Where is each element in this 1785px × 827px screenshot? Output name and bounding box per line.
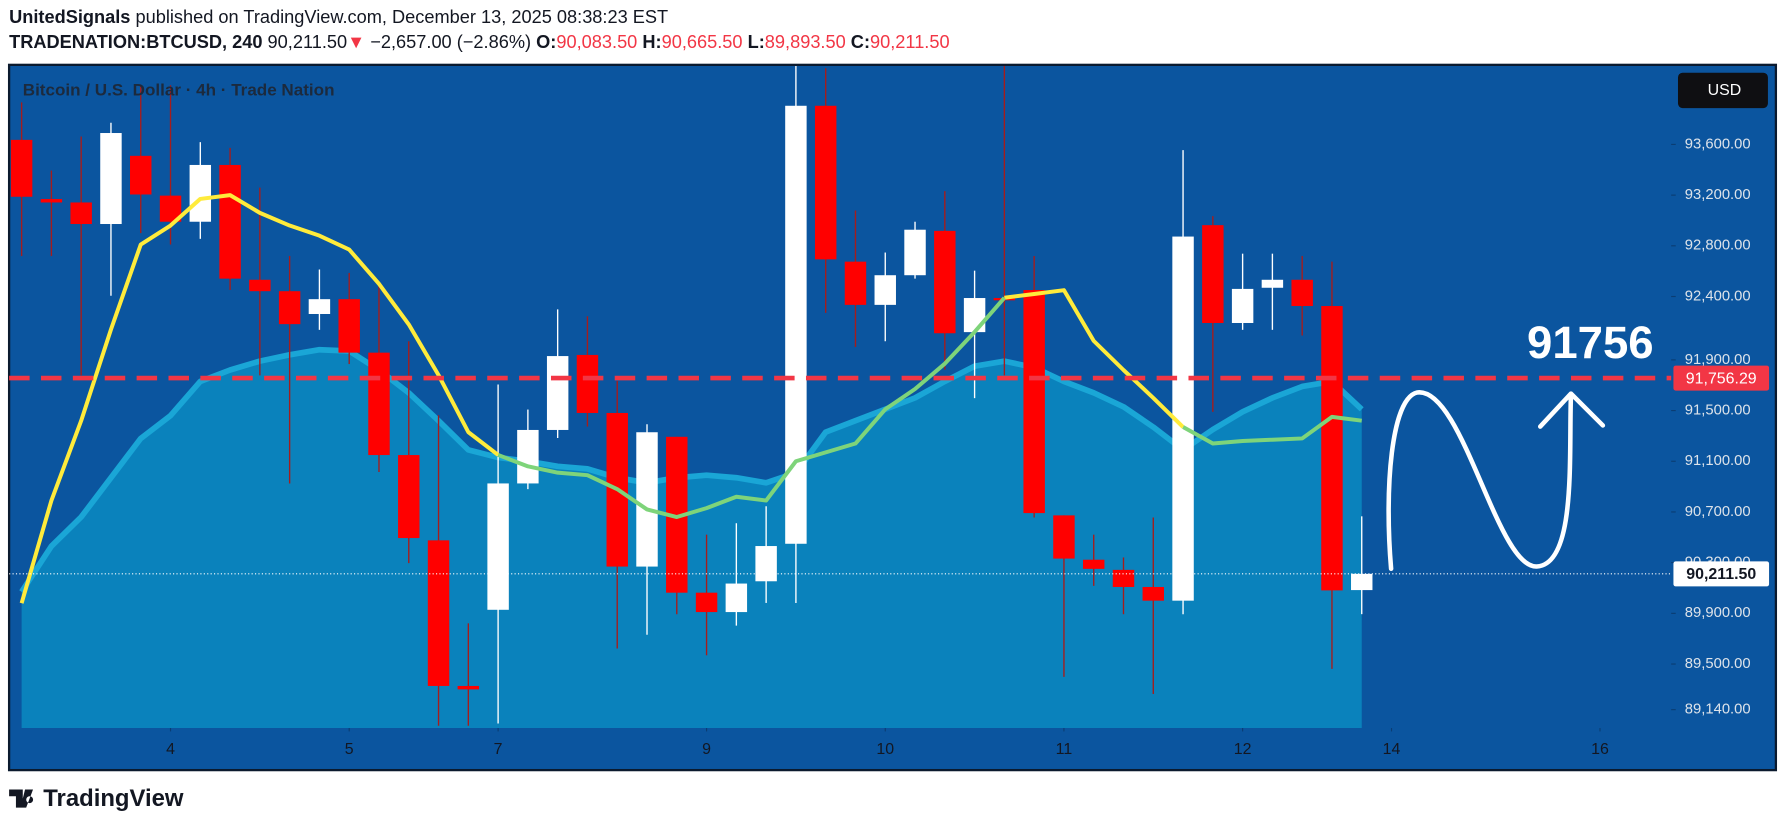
candle-body <box>457 685 480 690</box>
area-edge <box>19 346 1364 594</box>
candle-body <box>249 279 271 292</box>
candle-body <box>427 540 450 686</box>
y-tick-label: 89,500.00 <box>1685 656 1751 672</box>
x-tick-label: 11 <box>1056 741 1073 758</box>
candle-body <box>814 105 837 260</box>
candle-body <box>10 139 33 197</box>
ma-line <box>497 296 1362 520</box>
candle-body <box>398 455 420 539</box>
candle-body <box>546 356 569 430</box>
price-label: 90,211.50 <box>1686 566 1756 583</box>
x-tick-label: 5 <box>345 741 354 758</box>
y-tick-label: 90,700.00 <box>1685 504 1751 520</box>
y-tick-label: 91,900.00 <box>1685 352 1751 368</box>
y-tick-label: 92,800.00 <box>1685 238 1751 254</box>
x-tick-label: 12 <box>1234 741 1252 758</box>
candle-body <box>666 436 688 593</box>
y-tick-label: 89,140.00 <box>1685 702 1751 718</box>
candle-body <box>904 229 926 276</box>
candle-body <box>338 299 360 353</box>
candle-body <box>1231 288 1254 323</box>
candle-body <box>1023 290 1045 514</box>
symbol-line: TRADENATION:BTCUSD, 240 90,211.50▼ −2,65… <box>9 32 950 52</box>
price-label: 91,756.29 <box>1686 370 1757 387</box>
high-value: 90,665.50 <box>662 32 743 52</box>
candle-body <box>934 230 956 334</box>
currency[interactable]: USD <box>1708 82 1742 99</box>
last-price: 90,211.50 <box>268 32 348 52</box>
candle-body <box>785 105 807 544</box>
candle-body <box>219 164 241 279</box>
y-tick-label: 91,100.00 <box>1685 453 1751 469</box>
y-tick-label: 92,400.00 <box>1685 288 1751 304</box>
open-value: 90,083.50 <box>556 32 637 52</box>
publish-line: UnitedSignals published on TradingView.c… <box>9 7 668 27</box>
candle-body <box>1321 306 1343 591</box>
candle-body <box>1172 236 1194 601</box>
candle-body <box>636 432 658 567</box>
change: −2,657.00 (−2.86%) <box>370 32 531 52</box>
candle-body <box>874 275 896 305</box>
y-tick-label: 93,600.00 <box>1685 136 1751 152</box>
close-value: 90,211.50 <box>870 32 950 52</box>
logo-mark <box>9 789 34 808</box>
author: UnitedSignals <box>9 7 130 27</box>
plot-area: 93,600.00 93,200.00 92,800.00 92,400.00 91,9… <box>9 65 1770 758</box>
candle-body <box>755 546 777 582</box>
candle-body <box>70 202 92 225</box>
symbol: TRADENATION:BTCUSD, 240 <box>9 32 262 52</box>
y-tick-label: 93,200.00 <box>1685 187 1751 203</box>
price-label-box <box>1673 561 1770 587</box>
candle-body <box>1053 515 1075 559</box>
change-arrow: ▼ <box>347 32 365 52</box>
candle-body <box>100 133 122 225</box>
candle-body <box>1261 279 1284 288</box>
chart-title: Bitcoin / U.S. Dollar · 4h · Trade Natio… <box>23 81 335 100</box>
currency-box[interactable] <box>1677 72 1768 109</box>
x-tick-label: 10 <box>876 741 894 758</box>
candle-body <box>40 199 63 203</box>
low-label: L: <box>748 32 765 52</box>
candle-body <box>159 195 182 222</box>
close-label: C: <box>851 32 870 52</box>
candle-body <box>1291 279 1313 307</box>
candle-body <box>963 298 986 333</box>
candle-body <box>1112 569 1135 587</box>
candle-body <box>1351 573 1373 591</box>
candle-body <box>189 164 212 222</box>
candle-body <box>1142 586 1164 601</box>
candle-body <box>576 354 599 413</box>
open-label: O: <box>536 32 556 52</box>
x-tick-label: 7 <box>494 741 503 758</box>
candle-body <box>487 483 509 610</box>
candle-body <box>368 352 390 456</box>
candle-body <box>844 261 867 305</box>
candle-body <box>695 592 718 613</box>
candle-body <box>517 429 539 484</box>
annotation: 91756 <box>1527 317 1654 368</box>
brand: TradingView <box>43 785 184 812</box>
price-label-box <box>1673 365 1770 391</box>
x-tick-label: 16 <box>1591 741 1609 758</box>
low-value: 89,893.50 <box>765 32 846 52</box>
logo: TradingView <box>9 785 184 812</box>
candle-body <box>308 299 331 314</box>
candle-body <box>130 155 152 195</box>
x-tick-label: 14 <box>1383 741 1401 758</box>
x-tick-label: 9 <box>702 741 711 758</box>
x-tick-label: 4 <box>166 741 175 758</box>
published: published on TradingView.com, December 1… <box>135 7 668 27</box>
candle-body <box>1082 559 1105 569</box>
ma-line <box>19 193 1185 604</box>
drawn-arrow <box>1386 390 1606 572</box>
candle-body <box>1202 225 1224 323</box>
candle-body <box>278 291 301 325</box>
candle-body <box>725 583 748 613</box>
y-tick-label: 89,900.00 <box>1685 605 1751 621</box>
y-tick-label: 91,500.00 <box>1685 402 1751 418</box>
high-label: H: <box>642 32 661 52</box>
